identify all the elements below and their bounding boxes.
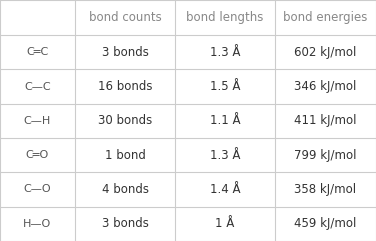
Text: bond lengths: bond lengths [186, 11, 264, 24]
Text: 30 bonds: 30 bonds [98, 114, 152, 127]
Text: C—C: C—C [24, 81, 51, 92]
Text: 602 kJ/mol: 602 kJ/mol [294, 46, 357, 59]
Text: C—O: C—O [24, 185, 51, 194]
Text: 1 Å: 1 Å [215, 217, 235, 230]
Text: C═C: C═C [26, 47, 49, 57]
Text: 1.3 Å: 1.3 Å [210, 149, 240, 162]
Text: 358 kJ/mol: 358 kJ/mol [294, 183, 356, 196]
Text: bond energies: bond energies [283, 11, 368, 24]
Text: 1 bond: 1 bond [105, 149, 146, 162]
Text: bond counts: bond counts [89, 11, 161, 24]
Text: 799 kJ/mol: 799 kJ/mol [294, 149, 357, 162]
Text: 411 kJ/mol: 411 kJ/mol [294, 114, 357, 127]
Text: 1.3 Å: 1.3 Å [210, 46, 240, 59]
Text: 4 bonds: 4 bonds [102, 183, 149, 196]
Text: 1.5 Å: 1.5 Å [210, 80, 240, 93]
Text: 1.4 Å: 1.4 Å [210, 183, 240, 196]
Text: 346 kJ/mol: 346 kJ/mol [294, 80, 357, 93]
Text: 16 bonds: 16 bonds [98, 80, 152, 93]
Text: 3 bonds: 3 bonds [102, 217, 149, 230]
Text: C═O: C═O [26, 150, 49, 160]
Text: C—H: C—H [24, 116, 51, 126]
Text: 3 bonds: 3 bonds [102, 46, 149, 59]
Text: 459 kJ/mol: 459 kJ/mol [294, 217, 357, 230]
Text: H—O: H—O [23, 219, 52, 229]
Text: 1.1 Å: 1.1 Å [210, 114, 240, 127]
